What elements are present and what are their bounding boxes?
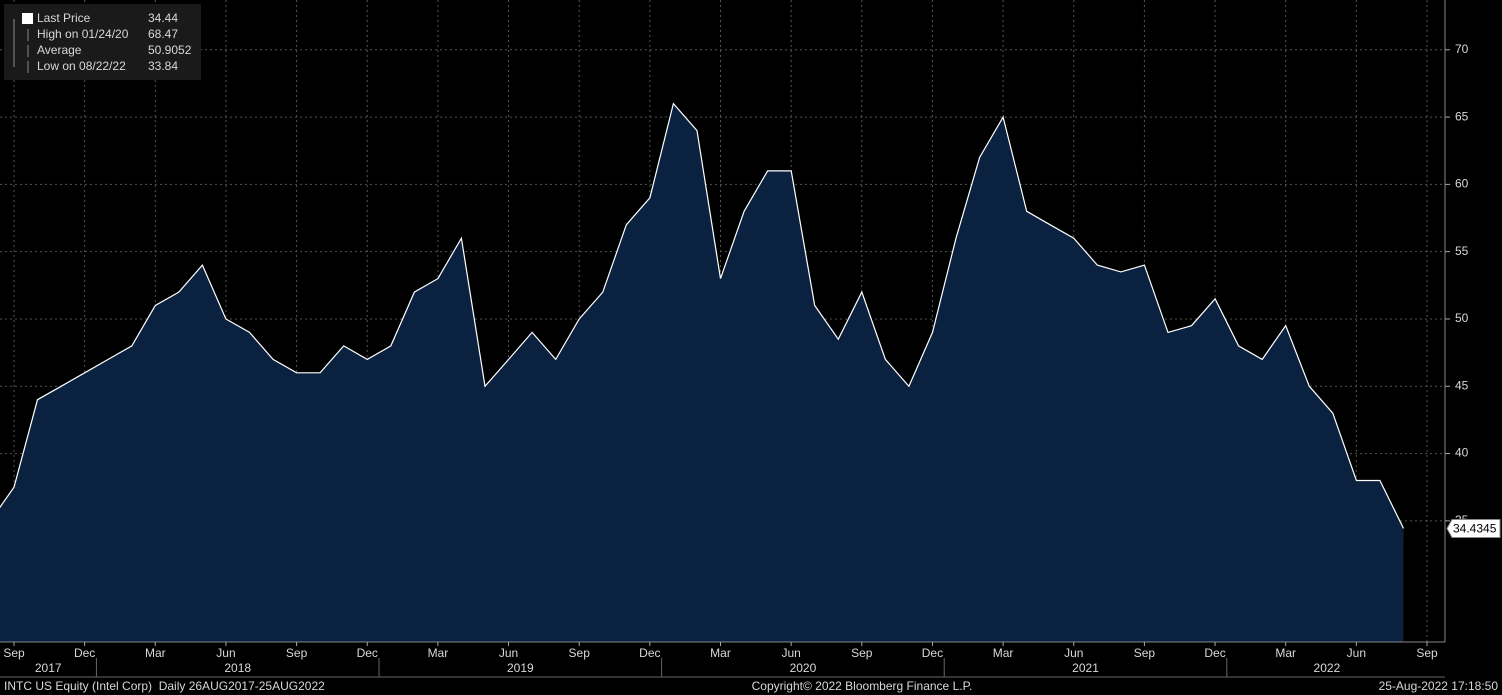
axes: 3540455055606570SepDecMarJunSepDecMarJun… bbox=[3, 42, 1501, 677]
legend: Last Price 34.44 High on 01/24/20 68.47 Aver… bbox=[13, 11, 192, 73]
year-label: 2018 bbox=[224, 661, 251, 675]
x-tick-label: Mar bbox=[145, 646, 166, 660]
last-price-tag bbox=[1446, 518, 1501, 538]
legend-label: High on 01/24/20 bbox=[37, 27, 129, 41]
legend-value: 34.44 bbox=[148, 11, 178, 25]
legend-label: Average bbox=[37, 43, 82, 57]
year-label: 2019 bbox=[507, 661, 534, 675]
x-tick-label: Dec bbox=[74, 646, 95, 660]
x-tick-label: Sep bbox=[3, 646, 25, 660]
x-tick-label: Jun bbox=[216, 646, 235, 660]
y-tick-label: 40 bbox=[1455, 446, 1469, 460]
plot-area bbox=[0, 102, 1405, 642]
legend-value: 68.47 bbox=[148, 27, 178, 41]
legend-swatch bbox=[22, 13, 33, 24]
x-tick-label: Sep bbox=[851, 646, 873, 660]
x-tick-label: Mar bbox=[710, 646, 731, 660]
x-tick-label: Sep bbox=[286, 646, 308, 660]
year-label: 2022 bbox=[1314, 661, 1341, 675]
x-tick-label: Dec bbox=[922, 646, 943, 660]
legend-label: Last Price bbox=[37, 11, 91, 25]
x-tick-label: Dec bbox=[639, 646, 660, 660]
x-tick-label: Jun bbox=[499, 646, 518, 660]
line bbox=[0, 102, 1405, 529]
footer-right: 25-Aug-2022 17:18:50 bbox=[1379, 679, 1499, 693]
year-label: 2017 bbox=[35, 661, 62, 675]
y-tick-label: 50 bbox=[1455, 311, 1469, 325]
year-label: 2021 bbox=[1072, 661, 1099, 675]
x-tick-label: Mar bbox=[428, 646, 449, 660]
x-tick-label: Jun bbox=[1347, 646, 1366, 660]
x-tick-label: Dec bbox=[1204, 646, 1225, 660]
x-tick-label: Sep bbox=[1134, 646, 1156, 660]
last-price-label: 34.4345 bbox=[1453, 522, 1497, 536]
x-tick-label: Mar bbox=[1275, 646, 1296, 660]
x-tick-label: Sep bbox=[1416, 646, 1438, 660]
x-tick-label: Jun bbox=[1064, 646, 1083, 660]
legend-value: 33.84 bbox=[148, 59, 178, 73]
y-tick-label: 65 bbox=[1455, 109, 1469, 123]
x-tick-label: Jun bbox=[781, 646, 800, 660]
y-tick-label: 70 bbox=[1455, 42, 1469, 56]
x-tick-label: Dec bbox=[357, 646, 378, 660]
legend-label: Low on 08/22/22 bbox=[37, 59, 126, 73]
footer-left: INTC US Equity (Intel Corp) Daily 26AUG2… bbox=[4, 679, 325, 693]
y-tick-label: 55 bbox=[1455, 244, 1469, 258]
footer-center: Copyright© 2022 Bloomberg Finance L.P. bbox=[752, 679, 973, 693]
x-tick-label: Sep bbox=[569, 646, 591, 660]
y-tick-label: 60 bbox=[1455, 177, 1469, 191]
year-label: 2020 bbox=[790, 661, 817, 675]
area bbox=[0, 103, 1404, 642]
legend-value: 50.9052 bbox=[148, 43, 192, 57]
legend-box bbox=[4, 4, 201, 80]
x-tick-label: Mar bbox=[993, 646, 1014, 660]
y-tick-label: 45 bbox=[1455, 378, 1469, 392]
